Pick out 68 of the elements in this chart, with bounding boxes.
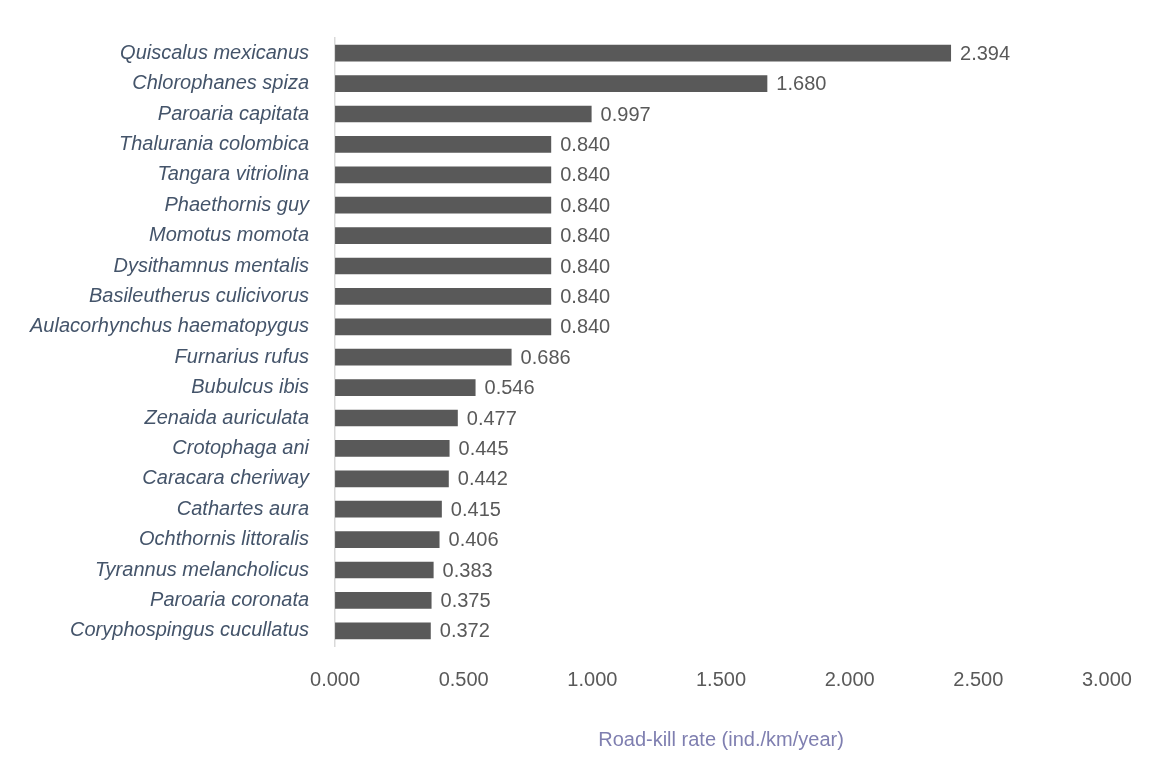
x-tick-label: 2.000 [824, 667, 875, 690]
y-tick-label: Aulacorhynchus haematopygus [29, 314, 310, 337]
data-label: 0.442 [457, 467, 508, 490]
y-tick-label: Coryphospingus cucullatus [70, 618, 310, 641]
bar [335, 166, 552, 184]
data-label: 0.686 [520, 345, 571, 368]
y-tick-label: Caracara cheriway [142, 466, 311, 489]
data-label: 0.997 [600, 102, 651, 125]
y-tick-label: Thalurania colombica [118, 131, 310, 154]
data-label: 0.840 [560, 254, 611, 277]
y-tick-label: Quiscalus mexicanus [120, 40, 310, 63]
y-tick-label: Tyrannus melancholicus [94, 557, 310, 580]
y-tick-label: Basileutherus culicivorus [88, 283, 310, 306]
data-label: 1.680 [776, 72, 827, 95]
y-tick-label: Bubulcus ibis [191, 375, 310, 398]
bar [335, 592, 432, 609]
y-tick-label: Crotophaga ani [172, 435, 310, 458]
x-tick-label: 0.500 [438, 667, 489, 690]
y-tick-label: Ochthornis littoralis [139, 527, 310, 550]
data-label: 0.840 [560, 193, 611, 216]
bar [335, 622, 431, 640]
data-label: 2.394 [960, 41, 1011, 64]
data-label: 0.840 [560, 284, 611, 307]
y-tick-label: Phaethornis guy [164, 192, 311, 215]
y-tick-label: Chlorophanes spiza [132, 71, 310, 94]
bar [335, 531, 440, 548]
data-label: 0.415 [450, 497, 501, 520]
data-label: 0.406 [448, 528, 499, 551]
bar [335, 379, 476, 396]
data-label: 0.372 [439, 619, 490, 642]
bar [335, 318, 552, 336]
y-tick-label: Momotus momota [149, 223, 310, 246]
y-tick-label: Furnarius rufus [174, 344, 310, 367]
bar [335, 75, 768, 92]
x-axis-title: Road-kill rate (ind./km/year) [598, 727, 844, 750]
data-label: 0.840 [560, 132, 611, 155]
x-tick-label: 3.000 [1081, 667, 1133, 690]
bar [335, 257, 552, 275]
bar [335, 44, 952, 62]
y-tick-label: Dysithamnus mentalis [113, 253, 310, 276]
bar [335, 227, 552, 244]
data-label: 0.477 [466, 406, 517, 429]
y-tick-label: Paroaria capitata [157, 101, 310, 124]
bar [335, 440, 450, 457]
y-tick-label: Cathartes aura [176, 496, 310, 519]
data-label: 0.840 [560, 315, 611, 338]
bar [335, 409, 458, 427]
x-tick-label: 2.500 [953, 667, 1004, 690]
x-tick-label: 1.500 [695, 667, 747, 690]
data-label: 0.840 [560, 224, 611, 247]
data-label: 0.375 [440, 588, 491, 611]
data-label: 0.445 [458, 436, 509, 459]
data-label: 0.840 [560, 163, 611, 186]
data-label: 0.383 [442, 558, 493, 581]
bar [335, 561, 434, 579]
bar [335, 348, 512, 366]
bar [335, 470, 449, 488]
y-tick-label: Zenaida auriculata [143, 405, 310, 428]
x-tick-label: 0.000 [310, 667, 361, 690]
y-tick-label: Tangara vitriolina [157, 162, 310, 185]
bar [335, 105, 592, 123]
data-label: 0.546 [484, 376, 535, 399]
bar [335, 136, 552, 153]
x-tick-label: 1.000 [567, 667, 618, 690]
bar [335, 500, 442, 518]
y-tick-label: Paroaria coronata [150, 587, 310, 610]
bar [335, 196, 552, 214]
bar [335, 288, 552, 305]
